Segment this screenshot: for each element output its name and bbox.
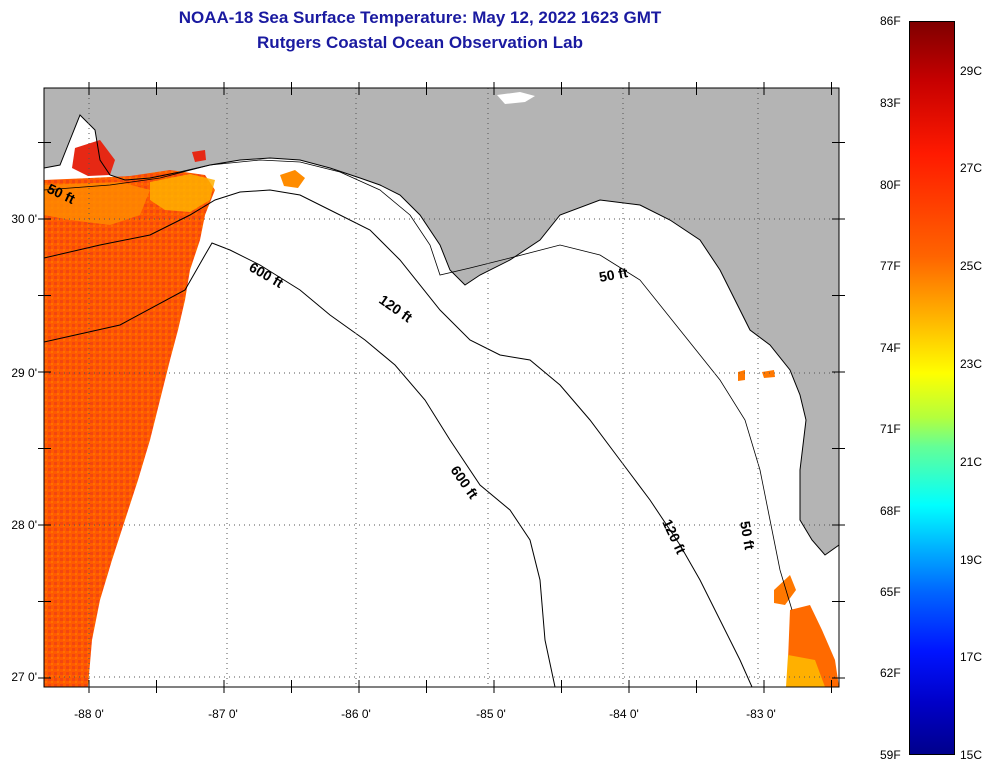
cbar-f-83: 83F bbox=[880, 96, 901, 110]
lat-label-28: 28 0' bbox=[11, 518, 37, 532]
lat-label-27: 27 0' bbox=[11, 670, 37, 684]
cbar-f-80: 80F bbox=[880, 178, 901, 192]
sst-swath-east-yellow bbox=[786, 655, 825, 687]
contour-50ft bbox=[44, 159, 793, 611]
contour-600ft bbox=[44, 242, 556, 687]
cbar-f-86: 86F bbox=[880, 14, 901, 28]
cbar-c-27: 27C bbox=[960, 161, 983, 175]
lon-label-85: -85 0' bbox=[476, 707, 506, 721]
lat-label-29: 29 0' bbox=[11, 366, 37, 380]
contour-label-50ft-c: 50 ft bbox=[737, 520, 758, 551]
cbar-c-23: 23C bbox=[960, 357, 983, 371]
lat-label-30: 30 0' bbox=[11, 212, 37, 226]
sst-patch-east bbox=[762, 370, 775, 378]
sst-small-patch bbox=[280, 170, 305, 188]
sst-swath-west bbox=[44, 170, 215, 687]
cbar-c-21: 21C bbox=[960, 455, 983, 469]
map-border bbox=[43, 87, 840, 688]
lon-label-83: -83 0' bbox=[746, 707, 776, 721]
sst-hot-patch-2 bbox=[192, 150, 206, 162]
cbar-f-77: 77F bbox=[880, 259, 901, 273]
lon-label-84: -84 0' bbox=[609, 707, 639, 721]
lon-label-86: -86 0' bbox=[341, 707, 371, 721]
cbar-f-71: 71F bbox=[880, 422, 901, 436]
lon-label-88: -88 0' bbox=[74, 707, 104, 721]
cbar-c-17: 17C bbox=[960, 650, 983, 664]
contour-coast bbox=[44, 114, 839, 556]
cbar-f-62: 62F bbox=[880, 666, 901, 680]
lon-label-87: -87 0' bbox=[208, 707, 238, 721]
sst-inner-band bbox=[44, 182, 150, 225]
temperature-colorbar bbox=[909, 21, 955, 755]
map-title: NOAA-18 Sea Surface Temperature: May 12,… bbox=[178, 8, 662, 27]
map-subtitle: Rutgers Coastal Ocean Observation Lab bbox=[257, 33, 583, 52]
sst-coastal-band bbox=[150, 174, 215, 212]
cbar-f-68: 68F bbox=[880, 504, 901, 518]
cbar-f-74: 74F bbox=[880, 341, 901, 355]
cbar-c-29: 29C bbox=[960, 64, 983, 78]
cbar-f-59: 59F bbox=[880, 748, 901, 762]
cbar-c-25: 25C bbox=[960, 259, 983, 273]
contour-120ft bbox=[44, 189, 753, 687]
tick-marks bbox=[38, 82, 845, 693]
sst-swath-east-2 bbox=[774, 575, 796, 605]
cbar-c-19: 19C bbox=[960, 553, 983, 567]
cbar-c-15: 15C bbox=[960, 748, 983, 762]
lake bbox=[497, 92, 535, 104]
contour-label-50ft-b: 50 ft bbox=[598, 264, 629, 285]
cbar-f-65: 65F bbox=[880, 585, 901, 599]
